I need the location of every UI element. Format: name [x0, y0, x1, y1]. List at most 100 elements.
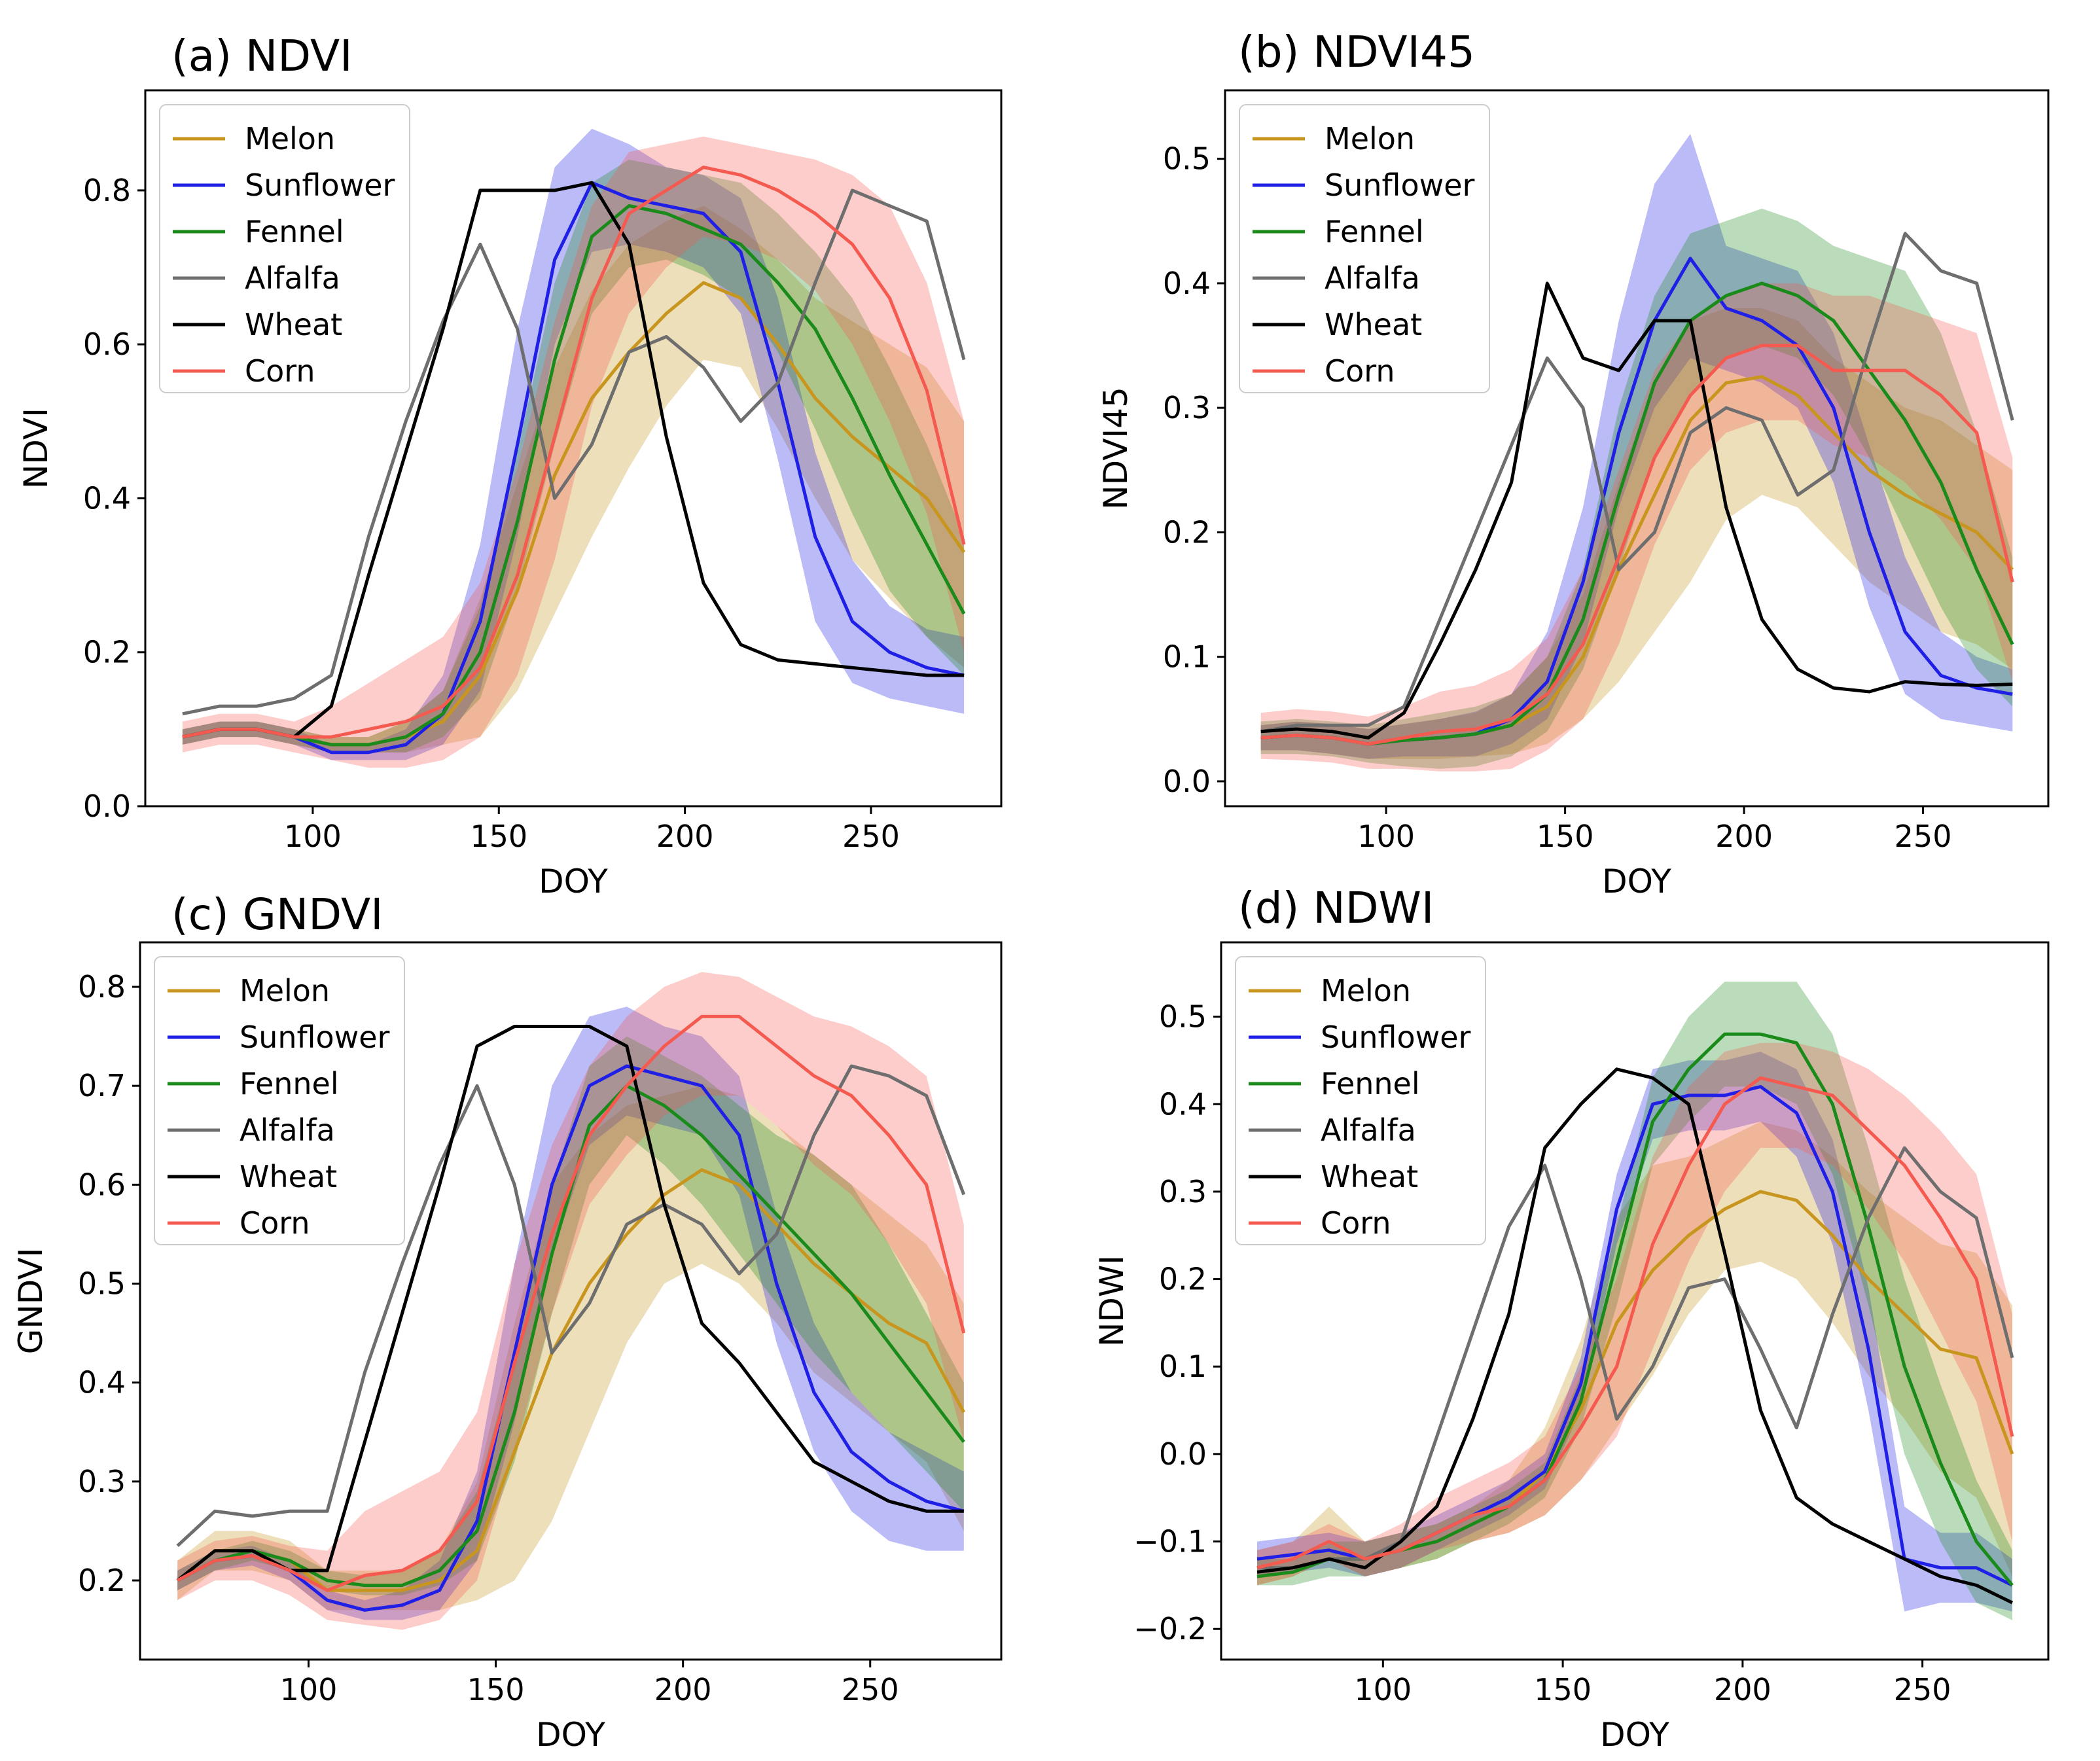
line-alfalfa [182, 188, 966, 716]
axes-frame [144, 89, 1003, 808]
y-tick-label: 0.4 [1159, 1086, 1207, 1122]
legend-label-melon: Melon [240, 973, 330, 1008]
x-tick-label: 200 [1714, 1672, 1771, 1707]
legend-label-wheat: Wheat [240, 1159, 337, 1194]
y-axis-label: NDVI45 [1097, 387, 1135, 510]
y-tick-label: 0.0 [1163, 764, 1211, 799]
band-melon [1257, 1122, 2012, 1586]
legend-box [154, 956, 405, 1245]
x-tick-label: 150 [470, 819, 527, 854]
x-axis-label: DOY [1602, 863, 1671, 900]
x-tick-label: 100 [280, 1672, 338, 1707]
y-tick-label: 0.1 [1163, 639, 1211, 675]
y-axis-label: NDVI [17, 408, 55, 489]
line-wheat [182, 181, 965, 739]
plot-area [1260, 133, 2014, 772]
line-wheat [1260, 281, 2013, 739]
panel-4: (d) NDWI 100 150 200 250 −0.2 −0.1 0.0 0.1 0.2 0.3… [1093, 883, 2050, 1754]
band-melon [177, 1086, 964, 1610]
band-fennel [1257, 982, 2012, 1620]
line-alfalfa [1260, 232, 2014, 734]
axes-frame [1220, 941, 2050, 1661]
legend-label-sunflower: Sunflower [1325, 168, 1475, 203]
y-tick-label: 0.2 [1159, 1262, 1207, 1297]
line-sunflower [177, 1064, 965, 1612]
panel-1: (a) NDVI 100 150 200 250 0.0 0.2 0.4 0.6 0.8 DOY ND… [17, 31, 1003, 900]
y-tick-label: −0.2 [1133, 1611, 1207, 1646]
legend-label-wheat: Wheat [245, 307, 342, 342]
x-tick-label: 250 [842, 1672, 899, 1707]
y-tick-label: 0.6 [78, 1167, 126, 1202]
y-tick-label: 0.4 [1163, 266, 1211, 301]
axes-frame [139, 941, 1003, 1661]
legend: Melon Sunflower Fennel Alfalfa Wheat Corn [154, 956, 405, 1245]
legend-label-corn: Corn [1325, 353, 1395, 389]
legend-box [159, 104, 410, 393]
y-tick-label: 0.1 [1159, 1349, 1207, 1384]
legend-label-melon: Melon [1325, 121, 1415, 156]
y-tick-label: 0.2 [78, 1563, 126, 1598]
x-tick-label: 200 [1715, 819, 1773, 854]
plot-area [1256, 982, 2014, 1620]
legend-label-sunflower: Sunflower [245, 168, 395, 203]
panel-title: (b) NDVI45 [1238, 27, 1475, 77]
legend-label-melon: Melon [1321, 973, 1411, 1008]
line-wheat [176, 1025, 964, 1582]
legend: Melon Sunflower Fennel Alfalfa Wheat Corn [159, 104, 410, 393]
line-alfalfa [176, 1064, 966, 1548]
line-melon [176, 1168, 965, 1592]
x-tick-label: 150 [1537, 819, 1594, 854]
panel-title: (c) GNDVI [171, 889, 383, 940]
legend-label-fennel: Fennel [240, 1066, 339, 1101]
line-alfalfa [1257, 1146, 2014, 1570]
band-sunflower [182, 128, 965, 760]
legend-label-sunflower: Sunflower [1321, 1020, 1471, 1055]
band-corn [1257, 1042, 2012, 1586]
band-sunflower [1257, 1052, 2012, 1612]
y-tick-label: 0.7 [78, 1068, 126, 1103]
legend-label-wheat: Wheat [1321, 1159, 1418, 1194]
x-tick-label: 250 [842, 819, 900, 854]
x-tick-label: 150 [467, 1672, 525, 1707]
line-corn [182, 166, 966, 739]
y-tick-label: 0.2 [83, 635, 131, 670]
plot-area [182, 128, 966, 768]
y-tick-label: −0.1 [1133, 1524, 1207, 1559]
legend: Melon Sunflower Fennel Alfalfa Wheat Corn [1235, 956, 1486, 1245]
legend-label-alfalfa: Alfalfa [1321, 1112, 1416, 1148]
legend-label-alfalfa: Alfalfa [240, 1112, 335, 1148]
band-sunflower [1260, 133, 2013, 759]
y-axis-label: GNDVI [12, 1248, 50, 1355]
band-corn [182, 136, 965, 768]
y-axis-label: NDWI [1093, 1255, 1131, 1347]
y-tick-label: 0.0 [1159, 1436, 1207, 1472]
y-tick-label: 0.3 [1163, 390, 1211, 425]
band-fennel [1260, 208, 2013, 769]
y-tick-label: 0.0 [83, 789, 131, 824]
y-tick-label: 0.4 [78, 1365, 126, 1400]
x-tick-label: 250 [1895, 819, 1952, 854]
x-axis-label: DOY [1600, 1716, 1669, 1754]
legend-label-fennel: Fennel [245, 214, 344, 249]
legend-label-alfalfa: Alfalfa [245, 260, 340, 296]
line-fennel [182, 204, 966, 747]
x-tick-label: 250 [1894, 1672, 1951, 1707]
legend-label-corn: Corn [240, 1205, 310, 1241]
line-corn [1260, 344, 2014, 746]
panel-title: (d) NDWI [1238, 883, 1434, 933]
panel-3: (c) GNDVI 100 150 200 250 0.2 0.3 0.4 0.5 0.6 0.7 0… [12, 889, 1003, 1754]
y-tick-label: 0.4 [83, 480, 131, 516]
y-tick-label: 0.5 [1159, 999, 1207, 1035]
x-tick-label: 150 [1534, 1672, 1592, 1707]
panel-title: (a) NDVI [171, 31, 353, 81]
legend-label-fennel: Fennel [1325, 214, 1424, 249]
x-tick-label: 200 [654, 1672, 712, 1707]
legend-label-sunflower: Sunflower [240, 1020, 390, 1055]
y-tick-label: 0.5 [1163, 141, 1211, 177]
legend: Melon Sunflower Fennel Alfalfa Wheat Corn [1239, 104, 1490, 393]
legend-label-fennel: Fennel [1321, 1066, 1420, 1101]
x-tick-label: 100 [1354, 1672, 1412, 1707]
band-fennel [177, 1036, 964, 1595]
y-tick-label: 0.3 [78, 1464, 126, 1499]
